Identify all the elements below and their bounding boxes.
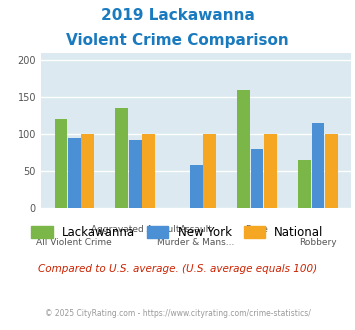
Bar xyxy=(190,165,202,208)
Text: All Violent Crime: All Violent Crime xyxy=(37,239,112,248)
Bar xyxy=(325,134,338,208)
Bar xyxy=(312,123,324,208)
Bar xyxy=(55,119,67,208)
Bar xyxy=(298,160,311,208)
Text: Violent Crime Comparison: Violent Crime Comparison xyxy=(66,33,289,48)
Bar xyxy=(81,134,94,208)
Text: Rape: Rape xyxy=(246,225,268,234)
Bar xyxy=(68,138,81,208)
Text: 2019 Lackawanna: 2019 Lackawanna xyxy=(100,8,255,23)
Bar xyxy=(129,140,142,208)
Text: © 2025 CityRating.com - https://www.cityrating.com/crime-statistics/: © 2025 CityRating.com - https://www.city… xyxy=(45,309,310,318)
Text: Robbery: Robbery xyxy=(299,239,337,248)
Bar xyxy=(203,134,216,208)
Bar xyxy=(142,134,155,208)
Bar xyxy=(251,149,263,208)
Text: Murder & Mans...: Murder & Mans... xyxy=(158,239,235,248)
Bar xyxy=(264,134,277,208)
Bar xyxy=(237,90,250,208)
Text: Compared to U.S. average. (U.S. average equals 100): Compared to U.S. average. (U.S. average … xyxy=(38,264,317,274)
Bar xyxy=(115,108,128,208)
Text: Aggravated Assault: Aggravated Assault xyxy=(91,225,180,234)
Text: Assault: Assault xyxy=(180,225,213,234)
Legend: Lackawanna, New York, National: Lackawanna, New York, National xyxy=(27,221,328,244)
